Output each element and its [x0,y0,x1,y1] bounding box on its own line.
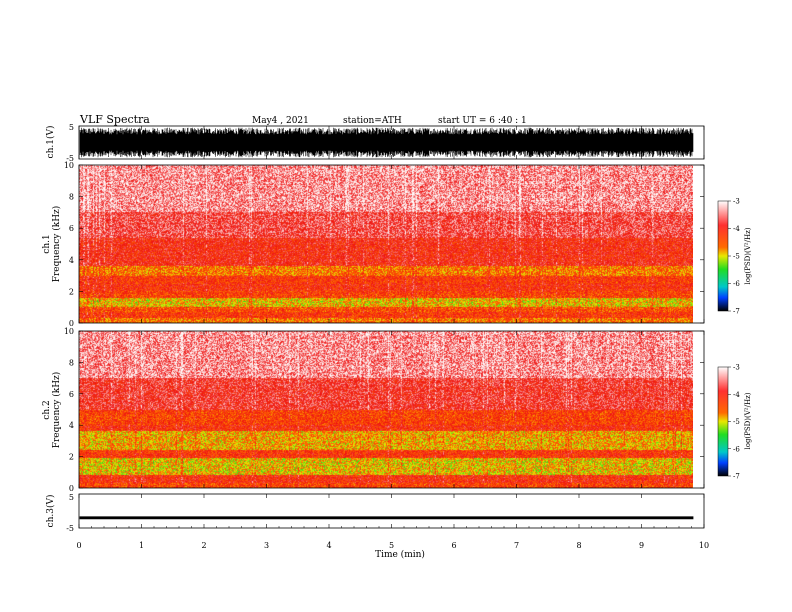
ch2-colorbar-tick--6: -6 [733,445,740,453]
x-tick-label-9: 9 [639,541,644,550]
ch3-ytick-top: 5 [69,493,74,502]
ch3-waveform-panel: 5 -5 ch.3(V) [45,493,705,533]
ch1-spec-ytick-10: 10 [64,161,74,170]
ch3-waveform-line [79,516,694,520]
ch2-spec-ytick-0: 0 [69,484,74,493]
x-tick-label-10: 10 [699,541,709,550]
x-tick-label-1: 1 [139,541,144,550]
ch1-colorbar-tick--5: -5 [733,253,740,261]
x-tick-label-7: 7 [514,541,519,550]
x-tick-label-4: 4 [326,541,331,550]
ch2-colorbar: -3 -4 -5 -6 -7 log(PSD)(V²/Hz) [717,364,752,481]
ch1-colorbar-tick--4: -4 [733,225,740,233]
ch2-spec-ylabel-line2: Frequency (kHz) [51,372,62,449]
x-tick-label-6: 6 [451,541,456,550]
ch2-colorbar-tick--7: -7 [733,473,740,481]
x-tick-label-8: 8 [576,541,581,550]
ch2-spectrogram-panel: 0 2 4 6 8 10 ch.2 Frequency (kHz) [42,327,705,493]
figure-title: VLF Spectra [79,113,150,126]
x-tick-label-5: 5 [389,541,394,550]
ch3-ylabel: ch.3(V) [45,495,56,528]
ch1-colorbar-tick--7: -7 [733,308,740,316]
ch2-colorbar-tick--4: -4 [733,391,740,399]
ch1-colorbar: -3 -4 -5 -6 -7 log(PSD)(V²/Hz) [717,198,752,316]
x-tick-label-2: 2 [201,541,206,550]
ch1-spec-ytick-2: 2 [69,287,74,296]
ch1-ylabel: ch.1(V) [45,126,56,159]
ch1-ytick-bottom: -5 [66,154,74,163]
ch1-colorbar-tick--6: -6 [733,280,740,288]
ch1-spec-ylabel-line1: ch.1 [42,234,52,253]
x-axis-label: Time (min) [375,549,425,560]
ch1-waveform-line [79,127,694,158]
ch1-colorbar-tick--3: -3 [733,198,740,206]
ch1-spec-ylabel-line2: Frequency (kHz) [51,206,62,283]
ch2-colorbar-label: log(PSD)(V²/Hz) [744,392,752,449]
ch1-ytick-top: 5 [69,123,74,132]
ch2-colorbar-tick--5: -5 [733,418,740,426]
ch2-spec-ytick-6: 6 [69,390,74,399]
time-axis: 0 1 2 3 4 5 6 7 8 9 10 [76,126,709,550]
ch1-spec-ytick-4: 4 [69,256,74,265]
ch3-ytick-bottom: -5 [66,524,74,533]
ch1-waveform-panel: 5 -5 ch.1(V) [45,123,705,163]
ch1-spectrogram-panel: 0 2 4 6 8 10 ch.1 Frequency (kHz) [42,161,705,328]
start-time-label: start UT = 6 :40 : 1 [438,116,527,126]
ch2-spec-ytick-2: 2 [69,453,74,462]
ch1-spec-ytick-6: 6 [69,224,74,233]
x-tick-label-0: 0 [76,541,81,550]
ch1-spectrogram-image [79,165,693,323]
ch1-colorbar-label: log(PSD)(V²/Hz) [744,227,752,284]
date-label: May4 , 2021 [252,116,309,126]
ch2-spec-ytick-10: 10 [64,327,74,336]
ch2-colorbar-tick--3: -3 [733,364,740,372]
x-tick-label-3: 3 [264,541,269,550]
ch2-spec-ytick-4: 4 [69,421,74,430]
station-label: station=ATH [343,116,402,126]
ch2-spectrogram-image [79,331,693,488]
ch1-spec-ytick-0: 0 [69,319,74,328]
ch2-spec-ytick-8: 8 [69,358,74,367]
ch1-spec-ytick-8: 8 [69,193,74,202]
ch2-spec-ylabel-line1: ch.2 [42,400,52,419]
